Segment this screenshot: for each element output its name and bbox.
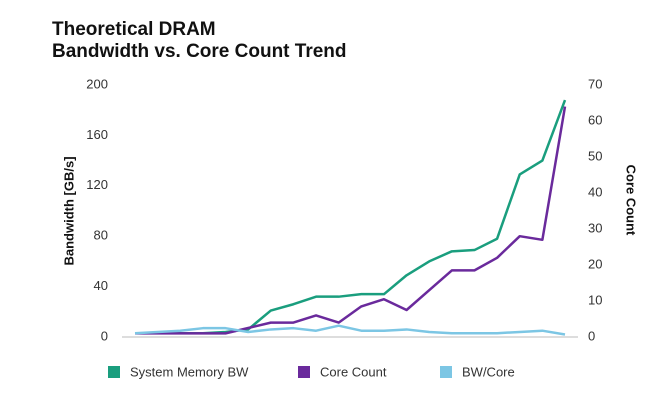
y-axis-label: Bandwidth [GB/s] (61, 156, 76, 265)
series-line (134, 324, 566, 336)
y2-tick-label: 60 (588, 112, 602, 127)
y-tick-label: 160 (86, 127, 108, 142)
series-line (135, 99, 567, 335)
y2-tick-label: 70 (588, 76, 602, 91)
y2-tick-label: 20 (588, 256, 602, 271)
legend-swatch (440, 366, 452, 378)
series-line (135, 106, 567, 335)
y2-tick-label: 50 (588, 148, 602, 163)
y-tick-label: 40 (94, 278, 108, 293)
legend-swatch (108, 366, 120, 378)
y2-tick-label: 40 (588, 184, 602, 199)
legend-label: Core Count (320, 364, 387, 379)
legend-label: BW/Core (462, 364, 515, 379)
chart-subtitle: Bandwidth vs. Core Count Trend (52, 41, 347, 62)
legend-swatch (298, 366, 310, 378)
y-tick-label: 0 (101, 328, 108, 343)
legend-label: System Memory BW (130, 364, 249, 379)
y2-tick-label: 10 (588, 292, 602, 307)
chart-title: Theoretical DRAM (52, 19, 216, 40)
y2-axis-label: Core Count (624, 165, 639, 236)
y-tick-label: 120 (86, 177, 108, 192)
y2-tick-label: 0 (588, 328, 595, 343)
y-tick-label: 80 (94, 228, 108, 243)
y-tick-label: 200 (86, 76, 108, 91)
y2-tick-label: 30 (588, 220, 602, 235)
